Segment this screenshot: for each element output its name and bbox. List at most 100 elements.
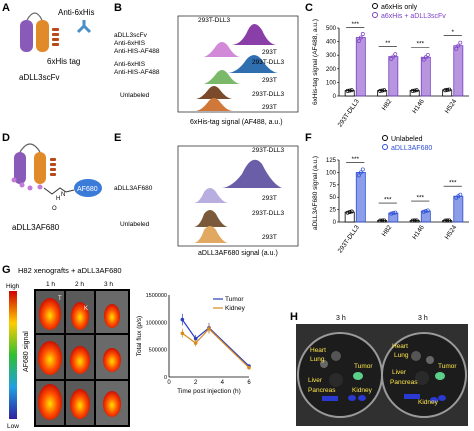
bar (355, 172, 366, 223)
x-tick-label: 4 (221, 380, 225, 386)
data-point (347, 88, 352, 93)
data-point (458, 40, 463, 45)
panel-letter: A (2, 2, 10, 14)
significance-label: *** (449, 180, 457, 187)
significance-label: * (451, 29, 454, 36)
organ-mark-kidney: K (84, 306, 88, 312)
legend-label: aDLL3AF680 (391, 145, 432, 152)
organ-label-heart: Heart (310, 347, 326, 354)
x-axis-label: aDLL3AF680 signal (a.u.) (198, 250, 278, 257)
linker-bond (43, 187, 75, 195)
data-point (180, 331, 185, 336)
n-label: N (61, 192, 65, 198)
y-axis-label: Total flux (p/s) (136, 316, 143, 356)
y-tick-label: 100 (326, 80, 337, 86)
histogram-frame (177, 15, 299, 113)
peak-label: 293T (262, 234, 277, 241)
panel-e: E aDLL3AF680 Unlabeled 293T-DLL3 293T 29… (112, 130, 302, 258)
dish-2-labels: Heart Lung Liver Pancreas Tumor Kidney (390, 343, 457, 406)
mouse-image (36, 291, 128, 333)
y-tick-label: 0 (333, 220, 337, 226)
data-point (345, 88, 350, 93)
row-label: Anti-6xHIS (114, 61, 146, 68)
y-tick-label: 0 (164, 375, 167, 381)
x-tick-label: H524 (444, 98, 459, 115)
panel-d: D H N O AF680 aDLL3AF680 (0, 130, 112, 260)
data-point (445, 87, 450, 92)
o-label: O (52, 206, 57, 212)
legend-label: Kidney (225, 305, 246, 312)
data-point (425, 208, 430, 213)
histogram-peak (178, 98, 298, 111)
peak-label: 293T (262, 195, 277, 202)
legend-marker (372, 12, 378, 18)
data-point (207, 327, 211, 331)
x-tick-label: 293T-DLL3 (337, 224, 361, 255)
data-point (389, 56, 394, 61)
peak-label: 293T-DLL3 (252, 91, 285, 98)
data-point (412, 218, 417, 223)
legend-label: a6xHis + aDLL3scFv (381, 13, 446, 20)
antibody-domain-orange (36, 20, 49, 52)
row-label: Anti-HIS-AF488 (114, 48, 160, 55)
data-point (193, 341, 198, 345)
data-point (360, 32, 365, 36)
data-point (454, 46, 459, 51)
colorbar-label: AF680 signal (23, 331, 30, 372)
data-point (458, 192, 463, 197)
histogram-peak (178, 226, 298, 243)
colorbar-low: Low (7, 423, 19, 430)
data-point (356, 39, 361, 43)
data-point (380, 218, 385, 223)
peak-labels: 293T-DLL3 293T 293T-DLL3 293T 293T-DLL3 … (198, 17, 285, 111)
timepoint-label: 2 h (75, 281, 84, 288)
histogram-peak (178, 24, 298, 45)
dye-label: AF680 (77, 186, 98, 193)
panel-g: G H82 xenografts + aDLL3AF680 High Low A… (0, 262, 290, 431)
organ-label-pancreas: Pancreas (308, 387, 336, 394)
data-point (456, 43, 461, 48)
anti-his-label: Anti-6xHis (58, 8, 94, 17)
row-label: Anti-6xHIS (114, 40, 146, 47)
organ-label-liver: Liver (308, 377, 323, 384)
series-line (181, 319, 250, 367)
legend-marker (382, 135, 388, 141)
y-tick-label: 300 (326, 53, 337, 59)
organ-label-lung: Lung (310, 356, 325, 363)
panel-f: F Unlabeled aDLL3AF680 aDLL3AF680 signal… (303, 130, 474, 265)
row-label: Unlabeled (120, 221, 150, 228)
data-point (447, 87, 452, 92)
histogram-peaks (178, 24, 298, 111)
histogram-peak (178, 210, 298, 227)
histogram-peak (178, 86, 298, 99)
data-point (391, 54, 396, 59)
panel-h: H 3 h 3 h Heart Lung Liver Pancreas Tumo… (290, 300, 474, 431)
linker (26, 12, 43, 21)
mouse-image (36, 381, 128, 425)
timepoint-label: 1 h (46, 281, 55, 288)
data-point (393, 210, 398, 215)
x-axis-label: 6xHis-tag signal (AF488, a.u.) (190, 119, 283, 126)
data-point (410, 218, 415, 223)
mouse-image (36, 335, 128, 379)
bar (388, 212, 399, 223)
peak-label: 293T (262, 77, 277, 84)
organ-label-kidney: Kidney (418, 399, 439, 406)
bar (420, 210, 431, 223)
data-point (423, 209, 428, 214)
antibody-domain-purple (20, 20, 33, 52)
histogram-frame (177, 145, 299, 247)
organ-mark-tumor: T (58, 296, 62, 302)
bar (344, 211, 355, 223)
timepoint-label: 3 h (104, 281, 113, 288)
peak-label: 293T (262, 49, 277, 56)
panel-a: A Anti-6xHis 6xHis tag aDLL3scFv (0, 0, 112, 85)
organ-label-liver: Liver (392, 369, 407, 376)
x-tick-label: 293T-DLL3 (337, 98, 361, 129)
histogram-peak (178, 188, 298, 203)
significance-label: *** (351, 21, 359, 28)
series-line (181, 328, 250, 369)
data-point (180, 317, 185, 322)
his-tag-label: 6xHis tag (47, 57, 80, 66)
data-point (360, 167, 365, 172)
